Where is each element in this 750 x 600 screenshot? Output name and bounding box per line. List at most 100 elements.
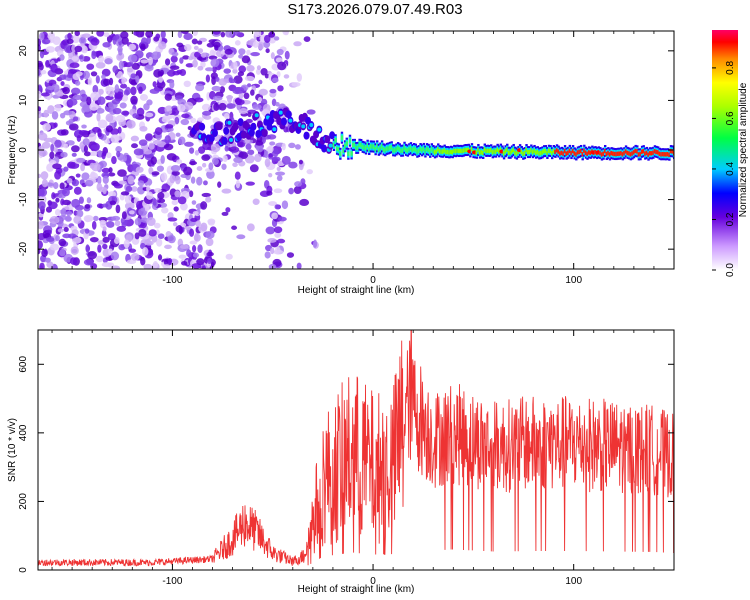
noise-speckle xyxy=(178,226,183,235)
noise-speckle xyxy=(183,80,191,88)
noise-speckle xyxy=(38,132,48,141)
colorbar-tick-label: 0.0 xyxy=(725,263,736,277)
figure-title: S173.2026.079.07.49.R03 xyxy=(287,1,463,18)
ridge-core xyxy=(445,149,448,155)
noise-speckle xyxy=(38,90,42,99)
ridge-core xyxy=(613,151,617,157)
noise-speckle xyxy=(148,142,155,150)
ridge-core xyxy=(481,150,485,156)
noise-speckle xyxy=(176,42,184,48)
noise-speckle xyxy=(150,156,157,165)
noise-speckle xyxy=(264,150,269,159)
ridge-core xyxy=(337,147,340,152)
noise-speckle xyxy=(161,207,169,214)
noise-speckle xyxy=(57,228,64,233)
noise-speckle xyxy=(49,151,55,159)
noise-speckle xyxy=(61,187,70,197)
noise-speckle xyxy=(303,36,311,42)
noise-speckle xyxy=(115,73,121,79)
noise-speckle xyxy=(221,188,232,194)
noise-speckle xyxy=(86,197,92,204)
noise-speckle xyxy=(71,236,82,244)
noise-speckle xyxy=(63,110,73,116)
noise-speckle xyxy=(246,64,255,72)
ridge-core xyxy=(599,150,602,156)
noise-speckle xyxy=(264,251,271,259)
noise-speckle xyxy=(126,119,136,129)
noise-speckle xyxy=(68,123,79,131)
noise-speckle xyxy=(65,215,71,222)
noise-speckle xyxy=(208,162,214,171)
noise-speckle xyxy=(264,73,269,79)
noise-speckle xyxy=(169,65,180,70)
noise-speckle xyxy=(109,200,117,206)
noise-speckle xyxy=(271,212,279,220)
noise-speckle xyxy=(207,219,215,226)
noise-speckle xyxy=(180,118,190,126)
noise-speckle xyxy=(120,31,129,39)
ridge-core xyxy=(335,146,339,151)
noise-speckle xyxy=(87,251,98,260)
noise-speckle xyxy=(127,175,135,185)
ridge-core xyxy=(589,150,592,156)
noise-speckle xyxy=(159,69,165,76)
noise-speckle xyxy=(124,194,132,204)
noise-speckle xyxy=(273,36,280,41)
noise-speckle xyxy=(49,160,57,165)
noise-speckle xyxy=(66,38,74,45)
ridge-core xyxy=(366,143,369,148)
ridge-core xyxy=(301,124,306,129)
ridge-core xyxy=(432,148,435,154)
noise-speckle xyxy=(38,106,42,112)
ridge-blob xyxy=(232,122,239,131)
noise-speckle xyxy=(86,96,92,106)
noise-speckle xyxy=(197,65,204,71)
noise-speckle xyxy=(55,235,60,242)
noise-speckle xyxy=(211,76,217,86)
noise-speckle xyxy=(252,41,259,48)
noise-speckle xyxy=(249,164,259,173)
noise-speckle xyxy=(233,156,243,164)
noise-speckle xyxy=(205,196,212,203)
ridge-core xyxy=(364,146,368,151)
noise-speckle xyxy=(59,249,66,257)
noise-speckle xyxy=(131,62,140,70)
ridge-core xyxy=(278,110,283,115)
noise-speckle xyxy=(229,146,240,153)
ridge-core xyxy=(461,148,464,154)
noise-speckle xyxy=(205,74,211,83)
ridge-core xyxy=(380,144,384,149)
noise-speckle xyxy=(276,48,284,56)
ridge-core xyxy=(544,148,547,154)
noise-speckle xyxy=(98,88,104,95)
ridge-core xyxy=(254,113,259,118)
noise-speckle xyxy=(223,68,231,74)
noise-speckle xyxy=(217,181,222,188)
noise-speckle xyxy=(114,84,120,93)
ridge-core xyxy=(377,147,381,152)
ridge-core xyxy=(448,150,451,155)
ridge-core xyxy=(414,147,417,152)
ridge-core xyxy=(628,151,631,156)
noise-speckle xyxy=(133,31,140,36)
noise-speckle xyxy=(118,180,127,185)
noise-speckle xyxy=(145,31,154,38)
ridge-core xyxy=(345,141,348,146)
ridge-core xyxy=(334,138,337,143)
noise-speckle xyxy=(91,220,97,230)
noise-speckle xyxy=(154,187,162,194)
ridge-core xyxy=(618,151,621,156)
ridge-core xyxy=(546,150,549,156)
noise-speckle xyxy=(200,52,207,58)
ridge-core xyxy=(615,151,618,157)
ridge-core xyxy=(409,145,413,151)
ridge-core xyxy=(608,152,612,157)
noise-speckle xyxy=(110,251,120,261)
noise-speckle xyxy=(187,126,192,131)
noise-speckle xyxy=(172,222,178,227)
ridge-core xyxy=(368,146,371,152)
noise-speckle xyxy=(190,117,197,124)
ridge-core xyxy=(563,148,567,154)
noise-speckle xyxy=(271,98,277,107)
